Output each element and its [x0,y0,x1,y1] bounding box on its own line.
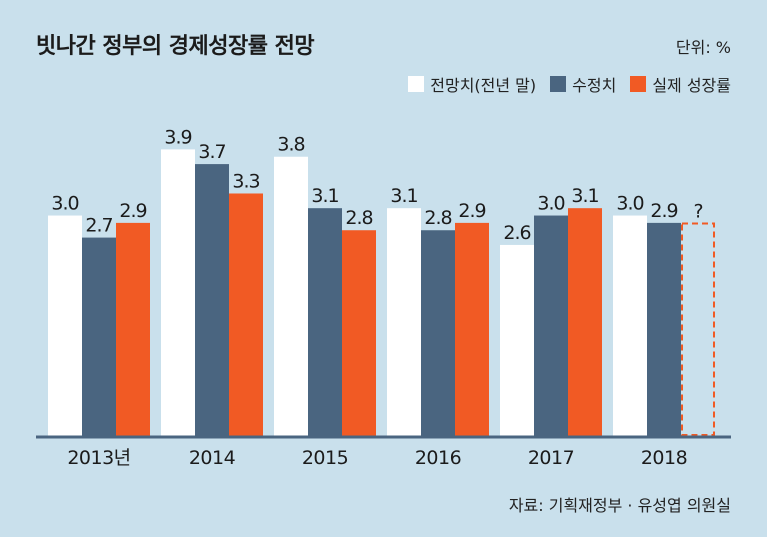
category-label-1: 2014 [189,447,236,469]
legend-label-revised: 수정치 [572,76,617,95]
unit-label: 단위: % [675,38,731,57]
data-label-actual-2: 2.8 [345,207,372,229]
category-label-3: 2016 [415,447,461,469]
bar-actual-0 [116,222,150,436]
bar-forecast-0 [48,215,82,436]
data-label-forecast-3: 3.1 [390,185,417,207]
data-label-forecast-2: 3.8 [277,134,304,156]
legend-item-revised: 수정치 [550,72,616,96]
category-label-5: 2018 [641,447,687,469]
source-note: 자료: 기획재정부 · 유성엽 의원실 [508,496,731,515]
data-label-revised-3: 2.8 [424,207,451,229]
data-label-actual-4: 3.1 [571,185,598,207]
bar-forecast-5 [613,215,647,436]
data-label-revised-5: 2.9 [650,200,677,222]
legend: 전망치(전년 말) 수정치 실제 성장률 [408,72,731,96]
bar-forecast-2 [274,156,308,436]
bar-revised-0 [82,237,116,436]
legend-swatch-actual [630,76,647,92]
legend-item-actual: 실제 성장률 [630,72,731,96]
legend-label-actual: 실제 성장률 [652,76,731,95]
bar-actual-2 [342,230,376,436]
bar-forecast-4 [500,244,534,436]
legend-swatch-forecast [408,76,425,92]
data-label-actual-5: ? [693,201,702,223]
data-label-revised-4: 3.0 [537,193,564,215]
data-label-forecast-0: 3.0 [51,193,78,215]
bar-revised-4 [534,215,568,436]
bar-forecast-1 [161,149,195,436]
bar-actual-1 [229,193,263,436]
category-label-4: 2017 [528,447,574,469]
bar-revised-3 [421,230,455,436]
bar-actual-4 [568,208,602,436]
data-label-actual-0: 2.9 [119,200,146,222]
category-label-0: 2013년 [67,447,130,469]
bar-revised-1 [195,164,229,436]
legend-item-forecast: 전망치(전년 말) [408,72,536,96]
data-label-revised-1: 3.7 [198,141,225,163]
bar-revised-5 [647,222,681,436]
category-label-2: 2015 [302,447,348,469]
data-label-forecast-5: 3.0 [616,193,643,215]
data-label-forecast-1: 3.9 [164,126,191,148]
data-label-forecast-4: 2.6 [503,222,530,244]
chart-title: 빗나간 정부의 경제성장률 전망 [36,34,315,59]
data-label-actual-1: 3.3 [232,170,259,192]
legend-label-forecast: 전망치(전년 말) [430,76,537,95]
bar-actual-placeholder-5 [681,222,715,436]
data-label-actual-3: 2.9 [458,200,485,222]
bar-forecast-3 [387,208,421,436]
bar-actual-3 [455,222,489,436]
legend-swatch-revised [550,76,567,92]
data-label-revised-2: 3.1 [311,185,338,207]
data-label-revised-0: 2.7 [85,215,112,237]
bar-revised-2 [308,208,342,436]
